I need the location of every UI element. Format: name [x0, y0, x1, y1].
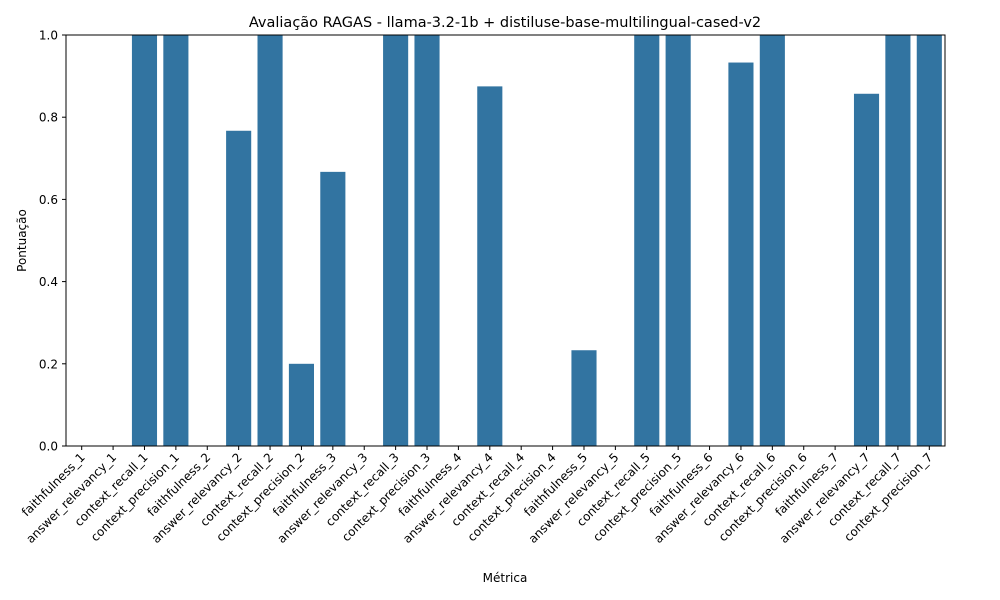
- bar-faithfulness-3: [320, 171, 346, 447]
- y-axis-ticks: 0.0 0.2 0.4 0.6 0.8 1.0: [39, 29, 66, 454]
- bar-context-recall-6: [759, 35, 785, 446]
- x-axis-label: Métrica: [483, 571, 528, 585]
- y-tick-label: 0.8: [39, 111, 58, 125]
- bar-context-recall-3: [383, 35, 409, 446]
- bar-context-recall-7: [885, 35, 911, 446]
- chart-title: Avaliação RAGAS - llama-3.2-1b + distilu…: [249, 15, 761, 31]
- bar-context-precision-2: [288, 363, 314, 446]
- bar-answer-relevancy-7: [853, 93, 880, 447]
- y-tick-label: 0.2: [39, 357, 58, 371]
- plot-frame: [65, 34, 946, 447]
- y-axis-label: Pontuação: [15, 209, 29, 272]
- bar-answer-relevancy-2: [226, 130, 252, 446]
- y-tick-label: 1.0: [39, 29, 58, 43]
- bar-context-precision-5: [665, 35, 691, 446]
- y-tick-label: 0.0: [39, 440, 58, 454]
- y-tick-label: 0.4: [39, 275, 58, 289]
- bars-layer: [131, 35, 942, 447]
- bar-context-precision-3: [414, 35, 440, 446]
- bar-context-recall-2: [257, 35, 283, 446]
- bar-context-recall-1: [131, 35, 158, 446]
- bar-context-precision-7: [916, 35, 942, 446]
- bar-answer-relevancy-6: [728, 62, 754, 446]
- y-tick-label: 0.6: [39, 193, 58, 207]
- bar-faithfulness-5: [571, 350, 597, 446]
- bar-context-recall-5: [634, 35, 660, 446]
- bar-context-precision-1: [163, 35, 189, 446]
- bar-answer-relevancy-4: [477, 86, 503, 447]
